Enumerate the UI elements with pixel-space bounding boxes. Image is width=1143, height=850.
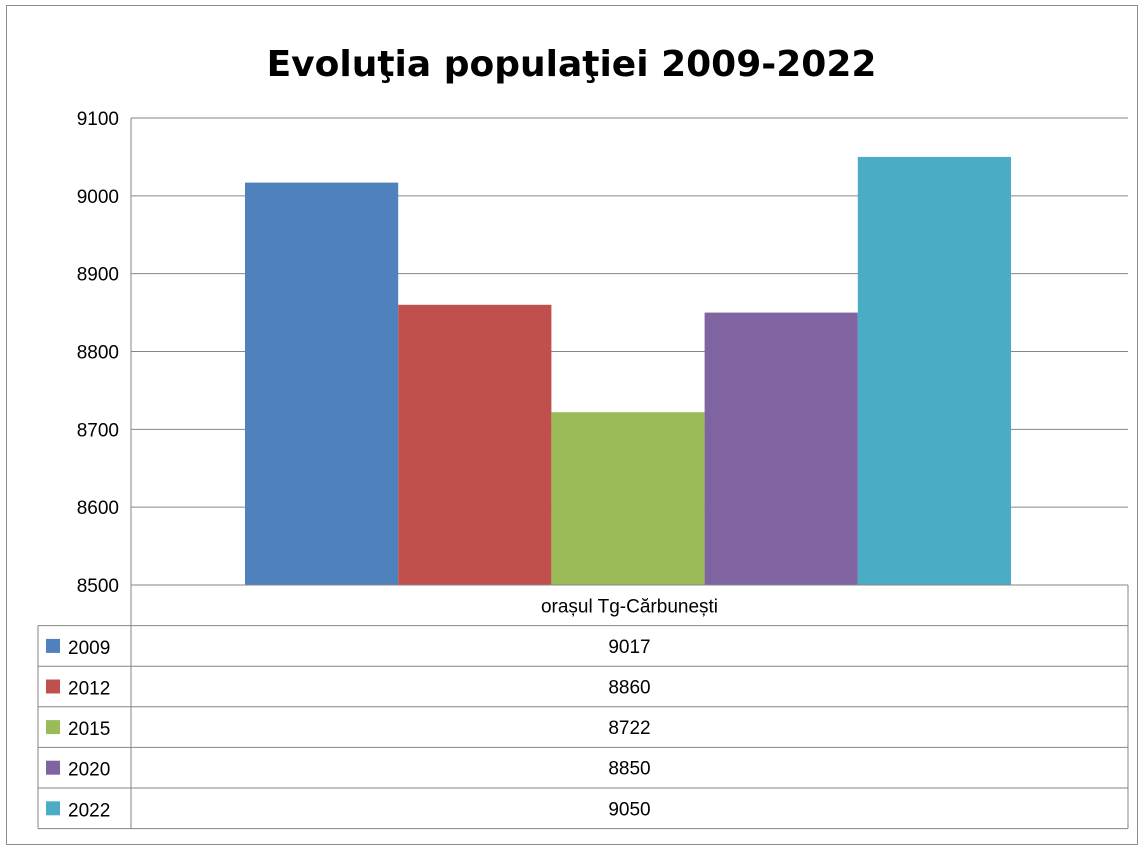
legend-series-name: 2022 [68, 800, 110, 821]
legend-series-name: 2015 [68, 719, 110, 740]
legend-series-name: 2020 [68, 760, 110, 781]
legend-key [46, 720, 60, 735]
table-value: 8722 [608, 718, 650, 739]
bar [245, 182, 399, 585]
legend-key [46, 801, 60, 816]
chart-title: Evoluţia populaţiei 2009-2022 [266, 44, 877, 85]
bar [857, 156, 1011, 585]
table-value: 9017 [608, 637, 650, 658]
bars [245, 156, 1011, 585]
y-tick-label: 9000 [77, 187, 119, 208]
bar [551, 412, 705, 585]
table-value: 9050 [608, 799, 650, 820]
bar [704, 312, 858, 585]
y-tick-label: 8800 [77, 343, 119, 364]
table-value: 8850 [608, 759, 650, 780]
table-value: 8860 [608, 678, 650, 699]
legend-key [46, 760, 60, 775]
y-tick-label: 8900 [77, 265, 119, 286]
legend-key [46, 638, 60, 653]
y-tick-label: 9100 [77, 109, 119, 130]
legend-series-name: 2012 [68, 679, 110, 700]
table-category-label: orașul Tg-Cărbunești [541, 596, 718, 617]
bar [398, 304, 552, 585]
legend-series-name: 2009 [68, 638, 110, 659]
y-axis-ticks: 8500 8600 8700 8800 8900 9000 9100 [77, 109, 119, 597]
y-tick-label: 8600 [77, 498, 119, 519]
y-tick-label: 8500 [77, 576, 119, 597]
legend-key [46, 679, 60, 694]
data-table: orașul Tg-Cărbunești 2009 9017 2012 8860 2015… [37, 584, 1129, 830]
y-tick-label: 8700 [77, 420, 119, 441]
